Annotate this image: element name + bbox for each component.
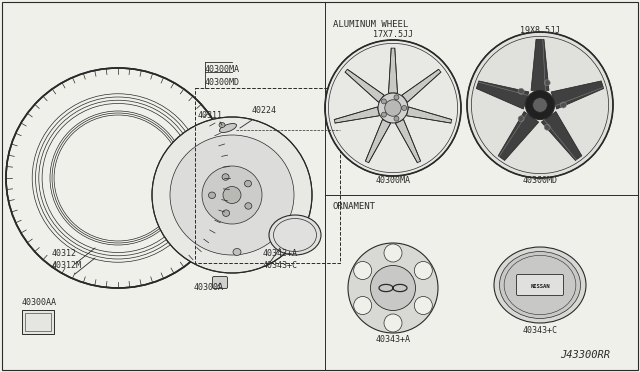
Circle shape — [381, 99, 387, 104]
Ellipse shape — [223, 186, 241, 203]
Polygon shape — [476, 81, 529, 109]
FancyBboxPatch shape — [212, 276, 227, 289]
Polygon shape — [541, 112, 582, 160]
Circle shape — [544, 124, 550, 130]
Polygon shape — [365, 119, 390, 163]
Ellipse shape — [269, 215, 321, 255]
Circle shape — [561, 102, 566, 108]
Circle shape — [544, 80, 550, 86]
Text: 40300MA
40300MD: 40300MA 40300MD — [205, 65, 240, 87]
Circle shape — [525, 90, 555, 120]
Ellipse shape — [220, 124, 237, 132]
Text: 40343+A
40343+C: 40343+A 40343+C — [263, 248, 298, 270]
Ellipse shape — [6, 68, 230, 288]
Circle shape — [384, 314, 402, 332]
Text: 40300MA: 40300MA — [376, 176, 410, 185]
Text: ORNAMENT: ORNAMENT — [333, 202, 376, 211]
Circle shape — [532, 98, 547, 112]
Circle shape — [371, 266, 415, 311]
Circle shape — [518, 88, 524, 94]
Polygon shape — [402, 69, 441, 102]
Text: 40300MD: 40300MD — [522, 176, 557, 185]
Polygon shape — [531, 39, 549, 90]
Bar — [22, 310, 54, 334]
Polygon shape — [334, 107, 380, 123]
Ellipse shape — [494, 247, 586, 323]
Ellipse shape — [499, 251, 580, 318]
Bar — [195, 88, 340, 263]
Ellipse shape — [170, 135, 294, 255]
Text: 40343+C: 40343+C — [522, 326, 557, 335]
Circle shape — [378, 93, 408, 123]
Circle shape — [402, 106, 407, 110]
Circle shape — [467, 32, 613, 178]
FancyBboxPatch shape — [516, 275, 563, 295]
Text: 40343+A: 40343+A — [376, 335, 410, 344]
Text: 40224: 40224 — [252, 106, 277, 115]
Circle shape — [381, 112, 387, 117]
Polygon shape — [498, 112, 539, 160]
Ellipse shape — [219, 122, 225, 128]
Text: 40300AA: 40300AA — [22, 298, 57, 307]
Circle shape — [414, 262, 432, 279]
Ellipse shape — [223, 210, 230, 217]
Ellipse shape — [233, 248, 241, 256]
Polygon shape — [551, 81, 604, 109]
Ellipse shape — [245, 203, 252, 209]
Polygon shape — [345, 69, 384, 102]
Text: 17X7.5JJ: 17X7.5JJ — [373, 30, 413, 39]
Bar — [25, 313, 51, 331]
Text: 40300A: 40300A — [194, 283, 224, 292]
Ellipse shape — [222, 174, 229, 180]
Circle shape — [348, 243, 438, 333]
Text: NISSAN: NISSAN — [531, 283, 550, 289]
Text: J43300RR: J43300RR — [560, 350, 610, 360]
Text: 40311: 40311 — [198, 111, 223, 120]
Ellipse shape — [209, 192, 216, 199]
Circle shape — [414, 296, 432, 314]
Text: ALUMINUM WHEEL: ALUMINUM WHEEL — [333, 20, 408, 29]
Text: 19X8.5JJ: 19X8.5JJ — [520, 26, 560, 35]
Polygon shape — [406, 107, 452, 123]
Circle shape — [394, 95, 399, 100]
Circle shape — [325, 40, 461, 176]
Polygon shape — [396, 119, 420, 163]
Ellipse shape — [202, 166, 262, 224]
Circle shape — [354, 296, 372, 314]
Ellipse shape — [152, 117, 312, 273]
Circle shape — [518, 116, 524, 122]
Text: 40312
40312M: 40312 40312M — [52, 248, 82, 270]
Circle shape — [384, 244, 402, 262]
Circle shape — [354, 262, 372, 279]
Circle shape — [385, 100, 401, 116]
Circle shape — [394, 116, 399, 121]
Ellipse shape — [244, 180, 252, 187]
Polygon shape — [388, 48, 397, 93]
